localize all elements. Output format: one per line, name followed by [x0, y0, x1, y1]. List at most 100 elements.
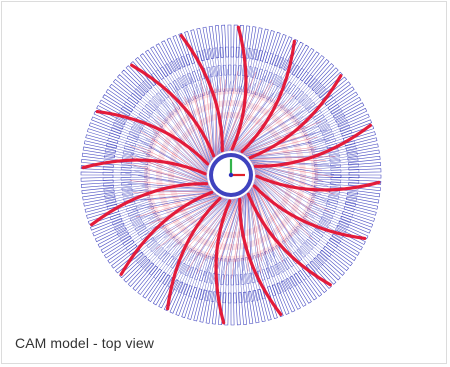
- toolpath-line: [178, 198, 232, 267]
- toolpath-halo: [144, 88, 318, 262]
- toolpath-line: [248, 190, 262, 274]
- toolpath-line: [232, 100, 285, 152]
- toolpath-line: [247, 191, 253, 261]
- cam-model-viewport[interactable]: [2, 2, 448, 327]
- toolpath-line: [205, 86, 214, 159]
- toolpath-line: [254, 170, 330, 212]
- toolpath-line: [139, 194, 218, 219]
- toolpath-line: [223, 82, 256, 153]
- toolpath-line: [252, 165, 317, 188]
- toolpath-line: [178, 198, 229, 245]
- toolpath-line: [199, 73, 214, 160]
- toolpath-halo: [168, 112, 294, 238]
- toolpath-line: [221, 76, 248, 153]
- toolpath-line: [138, 191, 214, 197]
- toolpath-ring: [80, 24, 382, 326]
- toolpath-line: [138, 175, 211, 188]
- figure-caption: CAM model - top view: [15, 335, 154, 351]
- toolpath-line: [183, 198, 233, 262]
- toolpath-line: [252, 164, 328, 187]
- toolpath-line: [231, 195, 244, 279]
- toolpath-line: [217, 79, 227, 156]
- toolpath-line: [248, 191, 259, 274]
- toolpath-line: [242, 121, 322, 154]
- toolpath-line: [140, 192, 215, 201]
- toolpath-line: [173, 97, 210, 167]
- toolpath-line: [243, 193, 247, 261]
- toolpath-line: [252, 184, 283, 250]
- toolpath-line: [247, 146, 332, 158]
- xyz-axis-triad-icon: [228, 159, 245, 178]
- toolpath-line: [242, 125, 318, 155]
- toolpath-line: [163, 198, 226, 246]
- toolpath-line: [254, 177, 312, 236]
- toolpath-line: [166, 112, 208, 170]
- toolpath-line: [193, 95, 212, 162]
- inner-toolpath-region: [125, 69, 337, 281]
- toolpath-line: [236, 98, 305, 152]
- toolpath-line: [213, 197, 241, 280]
- toolpath-line: [244, 136, 318, 156]
- toolpath-line: [251, 187, 279, 270]
- toolpath-line: [130, 153, 209, 184]
- toolpath-line: [195, 198, 236, 270]
- impeller-blade: [255, 174, 381, 192]
- toolpath-halo: [156, 100, 306, 250]
- toolpath-line: [254, 180, 304, 245]
- impeller-blade: [253, 123, 372, 168]
- toolpath-line: [150, 197, 224, 241]
- toolpath-line: [251, 162, 335, 175]
- impeller-blade: [130, 63, 216, 158]
- toolpath-line: [142, 151, 209, 183]
- toolpath-line: [153, 119, 208, 174]
- toolpath-line: [253, 167, 330, 202]
- toolpath-line: [244, 129, 327, 156]
- toolpath-line: [141, 186, 213, 191]
- toolpath-line: [226, 90, 263, 152]
- impeller-blade: [238, 197, 283, 316]
- impeller-blade: [240, 39, 296, 154]
- toolpath-line: [196, 198, 237, 274]
- toolpath-line: [217, 196, 241, 270]
- toolpath-line: [198, 198, 236, 256]
- toolpath-line: [171, 102, 209, 168]
- toolpath-line: [233, 195, 245, 277]
- impeller-blades: [81, 25, 381, 325]
- toolpath-line: [252, 164, 337, 185]
- toolpath-line: [153, 104, 208, 171]
- toolpath-line: [148, 194, 217, 210]
- impeller-blade: [179, 34, 224, 153]
- toolpath-line: [250, 188, 273, 263]
- impeller-blade: [119, 190, 214, 276]
- toolpath-line: [184, 96, 210, 164]
- z-axis-dot: [228, 172, 234, 178]
- toolpath-line: [250, 161, 322, 171]
- toolpath-line: [246, 192, 249, 272]
- toolpath-line: [207, 197, 239, 273]
- toolpath-line: [229, 82, 283, 152]
- toolpath-line: [155, 108, 208, 172]
- impeller-blade: [246, 192, 332, 287]
- toolpath-line: [133, 190, 214, 193]
- impeller-blade: [252, 184, 367, 240]
- toolpath-line: [141, 120, 208, 176]
- toolpath-line: [183, 198, 232, 253]
- toolpath-line: [220, 196, 242, 261]
- toolpath-line: [128, 191, 215, 202]
- toolpath-line: [248, 156, 336, 160]
- toolpath-line: [217, 69, 229, 155]
- toolpath-line: [208, 75, 215, 158]
- toolpath-line: [218, 81, 231, 155]
- toolpath-line: [252, 186, 284, 263]
- cam-model-svg: [80, 24, 382, 326]
- toolpath-line: [146, 110, 208, 173]
- toolpath-line: [253, 165, 327, 192]
- toolpath-line: [225, 75, 266, 152]
- impeller-blade: [81, 158, 207, 176]
- toolpath-line: [132, 135, 208, 180]
- toolpath-line: [135, 194, 218, 218]
- toolpath-line: [126, 162, 210, 186]
- toolpath-line: [161, 197, 223, 230]
- toolpath-line: [242, 193, 247, 271]
- toolpath-line: [254, 179, 309, 246]
